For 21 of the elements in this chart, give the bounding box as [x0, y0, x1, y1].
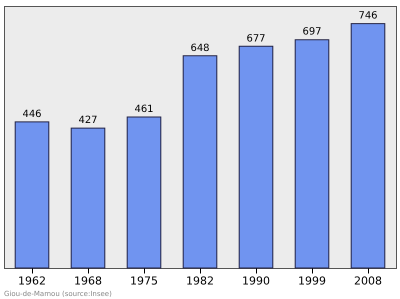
data-label: 446	[22, 108, 42, 120]
bar	[14, 121, 50, 268]
data-label: 461	[134, 104, 154, 116]
x-tick-label: 1975	[130, 274, 158, 288]
data-label: 697	[302, 26, 322, 38]
bar	[70, 128, 106, 268]
bar	[238, 46, 274, 268]
bar	[182, 55, 218, 268]
data-label: 648	[190, 42, 210, 54]
x-tick-label: 1962	[18, 274, 46, 288]
x-tick-label: 1968	[74, 274, 102, 288]
x-tick-label: 1999	[298, 274, 326, 288]
data-label: 746	[358, 10, 378, 22]
bar	[294, 39, 330, 268]
x-tick-label: 2008	[354, 274, 382, 288]
x-tick-label: 1990	[242, 274, 270, 288]
data-label: 677	[246, 33, 266, 44]
bar	[350, 23, 386, 268]
bar	[126, 116, 162, 268]
x-tick-label: 1982	[186, 274, 214, 288]
data-label: 427	[78, 115, 98, 126]
